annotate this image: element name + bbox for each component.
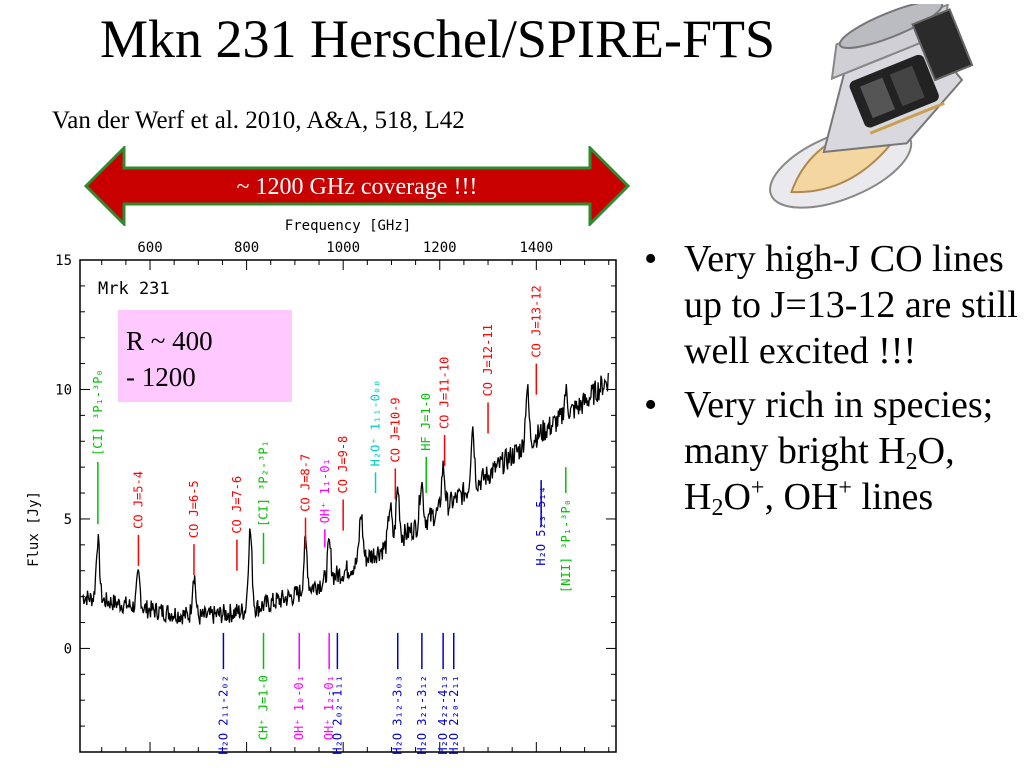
resolution-label-box bbox=[118, 310, 292, 402]
line-id-label: CO J=7-6 bbox=[230, 476, 244, 534]
bullet-item: • Very high-J CO lines up to J=13-12 are… bbox=[640, 236, 1020, 374]
line-id-label: H₂O 2₀₂-1₁₁ bbox=[330, 675, 344, 754]
spectrum-line bbox=[81, 372, 609, 625]
line-id-label: HF J=1-0 bbox=[419, 393, 433, 451]
line-id-label: [CI] ³P₂-³P₁ bbox=[256, 440, 270, 527]
spectrum-chart: 600 800 1000 1200 1400 0 5 10 15 [CI] ³P₁-³P₀ CO … bbox=[26, 218, 617, 755]
slide-title: Mkn 231 Herschel/SPIRE-FTS bbox=[100, 9, 775, 69]
bullet-dot-icon: • bbox=[644, 384, 658, 426]
line-id-label: OH⁺ 1₀-0₁ bbox=[292, 675, 306, 740]
y-axis-label: Flux [Jy] bbox=[26, 491, 42, 567]
line-id-label: H₂O⁺ 1₁₁-0₀₀ bbox=[369, 380, 383, 467]
line-id-label: H₂O 2₂₀-2₁₁ bbox=[447, 675, 461, 754]
line-id-label: H₂O 3₂₁-3₁₂ bbox=[415, 675, 429, 754]
coverage-arrow: ~ 1200 GHz coverage !!! bbox=[84, 146, 630, 226]
y-tick-label: 0 bbox=[64, 641, 72, 657]
resolution-label-line-1: R ~ 400 bbox=[126, 326, 213, 356]
line-id-label: CO J=12-11 bbox=[481, 324, 495, 396]
x-tick-label: 800 bbox=[234, 240, 259, 256]
plot-frame bbox=[79, 259, 617, 753]
line-id-label: CO J=10-9 bbox=[388, 397, 402, 462]
line-id-label: [NII] ³P₁-³P₀ bbox=[559, 499, 573, 593]
line-id-label: CO J=9-8 bbox=[336, 436, 350, 494]
object-label: Mrk 231 bbox=[98, 279, 170, 299]
y-tick-label: 15 bbox=[55, 253, 72, 269]
y-tick-label: 5 bbox=[64, 512, 72, 528]
line-id-label: [CI] ³P₁-³P₀ bbox=[91, 369, 105, 456]
herschel-spacecraft-image bbox=[769, 4, 974, 209]
resolution-label-line-2: - 1200 bbox=[126, 362, 196, 392]
line-id-label: CO J=13-12 bbox=[529, 285, 543, 357]
x-tick-label: 1200 bbox=[423, 240, 457, 256]
line-id-label: H₂O 5₂₃-5₁₄ bbox=[534, 486, 548, 565]
line-id-label: OH⁺ 1₂-0₁ bbox=[322, 675, 336, 740]
bullet-dot-icon: • bbox=[644, 238, 658, 280]
x-axis-label: Frequency [GHz] bbox=[285, 218, 411, 234]
line-id-label: CO J=8-7 bbox=[299, 454, 313, 512]
bullet-item: • Very rich in species; many bright H2O,… bbox=[640, 382, 1020, 520]
line-id-label: H₂O 4₂₂-4₁₃ bbox=[436, 675, 450, 754]
line-id-label: H₂O 3₁₂-3₀₃ bbox=[391, 675, 405, 754]
line-id-label: OH⁺ 1₁-0₁ bbox=[318, 458, 332, 523]
line-id-label: CH⁺ J=1-0 bbox=[256, 675, 270, 740]
x-tick-label: 1000 bbox=[326, 240, 360, 256]
x-tick-label: 600 bbox=[137, 240, 162, 256]
line-id-label: H₂O 2₁₁-2₀₂ bbox=[216, 675, 230, 754]
y-tick-label: 10 bbox=[55, 382, 72, 398]
citation: Van der Werf et al. 2010, A&A, 518, L42 bbox=[52, 107, 465, 134]
line-id-label: CO J=11-10 bbox=[438, 357, 452, 429]
bullet-list: • Very high-J CO lines up to J=13-12 are… bbox=[640, 236, 1020, 528]
coverage-arrow-shape bbox=[84, 146, 630, 226]
bullet-text: Very high-J CO lines up to J=13-12 are s… bbox=[684, 238, 1018, 372]
line-id-label: CO J=5-4 bbox=[131, 471, 145, 529]
bullet-text: Very rich in species; many bright H2O, H… bbox=[684, 384, 994, 521]
coverage-arrow-label: ~ 1200 GHz coverage !!! bbox=[237, 174, 478, 200]
x-tick-label: 1400 bbox=[519, 240, 553, 256]
line-id-label: CO J=6-5 bbox=[187, 480, 201, 538]
